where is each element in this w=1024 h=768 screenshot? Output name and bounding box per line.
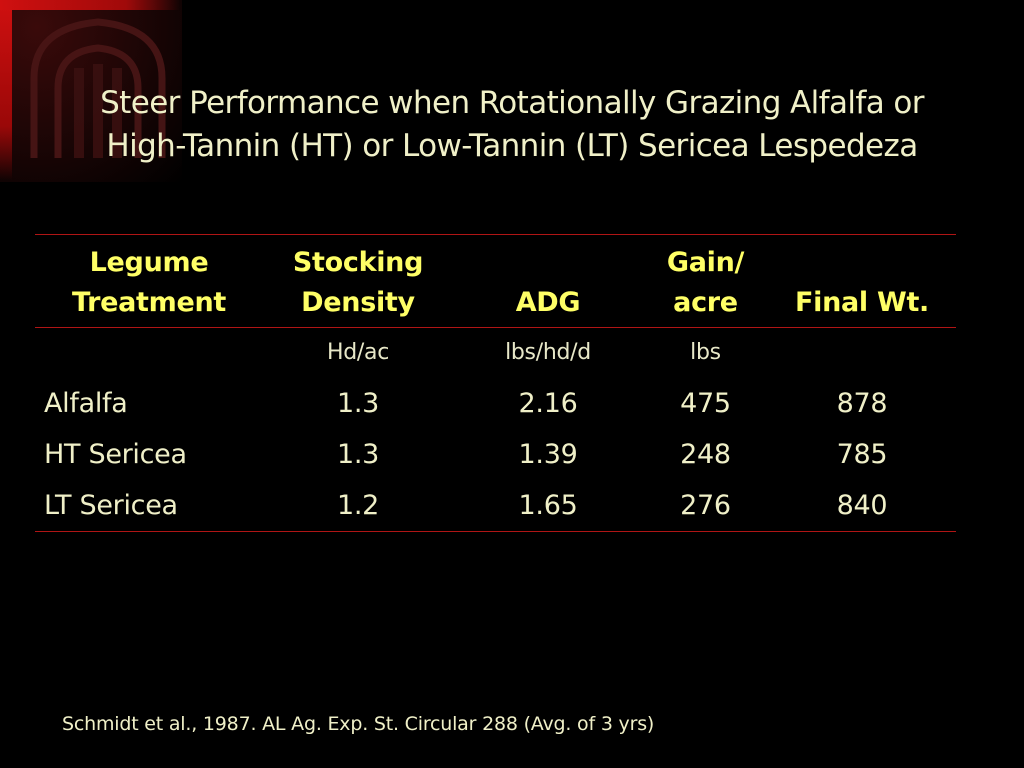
column-header-adg: ADG xyxy=(453,234,643,328)
table-cell: 2.16 xyxy=(518,388,578,419)
table-row-alfalfa: Alfalfa 1.3 2.16 475 878 xyxy=(35,378,956,429)
slide-title: Steer Performance when Rotationally Graz… xyxy=(20,82,1004,168)
table-cell: 1.39 xyxy=(518,439,578,470)
data-table-container: Legume Treatment Stocking Density ADG Ga… xyxy=(35,234,956,532)
table-cell: HT Sericea xyxy=(44,439,187,470)
table-cell: Alfalfa xyxy=(44,388,128,419)
table-cell: 840 xyxy=(768,480,956,532)
table-cell: 475 xyxy=(680,388,731,419)
university-logo-icon xyxy=(0,0,182,182)
unit-cell xyxy=(768,328,956,379)
unit-cell xyxy=(35,328,263,379)
table-cell: 1.65 xyxy=(453,480,643,532)
steer-performance-table: Legume Treatment Stocking Density ADG Ga… xyxy=(35,234,956,532)
table-cell: 276 xyxy=(643,480,768,532)
table-cell: 1.2 xyxy=(263,480,453,532)
unit-cell: lbs xyxy=(690,340,721,365)
table-cell: 878 xyxy=(836,388,888,419)
table-cell: 1.3 xyxy=(336,388,380,419)
arch-icon xyxy=(30,18,166,158)
column-header-legume-treatment: Legume Treatment xyxy=(35,234,263,328)
table-row-lt-sericea: LT Sericea 1.2 1.65 276 840 xyxy=(35,480,956,532)
unit-cell: lbs/hd/d xyxy=(505,340,591,365)
column-header-stocking-density: Stocking Density xyxy=(263,234,453,328)
title-line-2: High-Tannin (HT) or Low-Tannin (LT) Seri… xyxy=(106,128,918,164)
table-cell: 785 xyxy=(836,439,888,470)
table-cell: LT Sericea xyxy=(35,480,263,532)
source-citation: Schmidt et al., 1987. AL Ag. Exp. St. Ci… xyxy=(62,713,655,735)
column-header-gain-acre: Gain/ acre xyxy=(643,234,768,328)
red-accent-bar-horizontal xyxy=(0,0,180,10)
table-header-row: Legume Treatment Stocking Density ADG Ga… xyxy=(35,234,956,328)
unit-cell: Hd/ac xyxy=(327,340,389,365)
units-row: Hd/ac lbs/hd/d lbs xyxy=(35,328,956,379)
red-accent-bar-vertical xyxy=(0,0,12,180)
title-line-1: Steer Performance when Rotationally Graz… xyxy=(100,85,924,121)
table-cell: 1.3 xyxy=(336,439,380,470)
column-header-final-wt: Final Wt. xyxy=(768,234,956,328)
table-row-ht-sericea: HT Sericea 1.3 1.39 248 785 xyxy=(35,429,956,480)
table-cell: 248 xyxy=(680,439,731,470)
